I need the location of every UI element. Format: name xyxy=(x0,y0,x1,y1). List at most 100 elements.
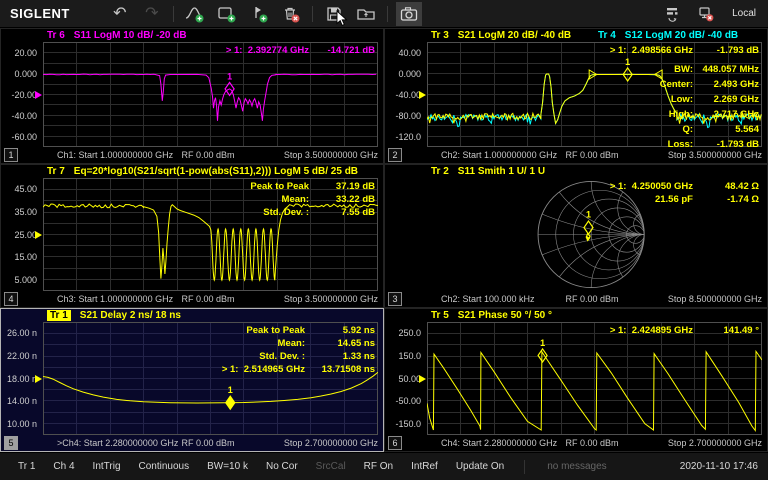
channel-footer: 3 Ch2: Start 100.000 kHz RF 0.00 dBm Sto… xyxy=(385,291,767,307)
y-tick-label: 18.00 n xyxy=(7,374,37,384)
recall-folder-icon xyxy=(356,5,376,23)
add-window-button[interactable] xyxy=(214,2,240,26)
marker-1[interactable] xyxy=(538,349,547,362)
y-tick-label: 35.00 xyxy=(14,207,37,217)
window-3-titlebar: Tr 2S11 Smith 1 U/ 1 U xyxy=(385,165,767,178)
window-5-active[interactable]: Tr 1S21 Delay 2 ns/ 18 ns 26.00 n22.00 n… xyxy=(0,308,384,452)
redo-icon: ↷ xyxy=(145,6,158,22)
y-tick-label: 26.00 n xyxy=(7,328,37,338)
window-4[interactable]: Tr 7Eq=20*log10(S21/sqrt(1-pow(abs(S11),… xyxy=(0,164,384,308)
marker-readout: > 1: 4.250050 GHz48.42 Ω 21.56 pF-1.74 Ω xyxy=(610,180,759,206)
marker-freq: > 1: 2.392774 GHz xyxy=(226,44,309,57)
window-number[interactable]: 3 xyxy=(388,292,402,306)
reference-level-marker xyxy=(35,231,42,239)
window-5-titlebar: Tr 1S21 Delay 2 ns/ 18 ns xyxy=(1,309,383,322)
plot-area[interactable]: 1 xyxy=(427,322,762,435)
window-6[interactable]: Tr 5S21 Phase 50 °/ 50 ° 250.0 150.0 50.00… xyxy=(384,308,768,452)
window-1[interactable]: Tr 6S11 LogM 10 dB/ -20 dB 20.000.000-20… xyxy=(0,28,384,164)
add-trace-button[interactable] xyxy=(182,2,208,26)
trace-title-tr1[interactable]: Tr 1S21 Delay 2 ns/ 18 ns xyxy=(47,310,181,321)
window-number[interactable]: 4 xyxy=(4,292,18,306)
y-axis-labels: 40.000.000-40.00-80.00-120.0 xyxy=(385,42,423,147)
status-update: Update On xyxy=(456,461,504,472)
window-number[interactable]: 2 xyxy=(388,148,402,162)
y-tick-label: 250.0 xyxy=(398,328,421,338)
window-layout-button[interactable] xyxy=(661,2,687,26)
window-2[interactable]: Tr 3S21 LogM 20 dB/ -40 dB Tr 4S12 LogM … xyxy=(384,28,768,164)
channel-footer: 5 >Ch4: Start 2.280000000 GHz RF 0.00 dB… xyxy=(1,435,383,451)
y-axis-labels: 45.0035.0025.0015.005.000 xyxy=(1,178,39,291)
trace-title-tr6[interactable]: Tr 6S11 LogM 10 dB/ -20 dB xyxy=(47,30,187,41)
y-tick-label: 5.000 xyxy=(14,275,37,285)
window-number[interactable]: 5 xyxy=(4,436,18,450)
add-trace-icon xyxy=(185,4,205,24)
channel-start: Ch2: Start 100.000 kHz xyxy=(441,294,535,304)
window-number[interactable]: 6 xyxy=(388,436,402,450)
redo-button[interactable]: ↷ xyxy=(139,2,165,26)
reference-level-marker xyxy=(419,375,426,383)
marker-freq: > 1: 2.498566 GHz xyxy=(610,44,693,57)
channel-footer: 6 Ch4: Start 2.280000000 GHz RF 0.00 dBm… xyxy=(385,435,767,451)
status-bar: Tr 1 Ch 4 IntTrig Continuous BW=10 k No … xyxy=(0,452,768,480)
y-tick-label: -50.00 xyxy=(395,396,421,406)
channel-footer: 1 Ch1: Start 1.000000000 GHz RF 0.00 dBm… xyxy=(1,147,383,163)
y-tick-label: 0.000 xyxy=(398,69,421,79)
channel-stop: Stop 8.500000000 GHz xyxy=(668,294,762,304)
reference-level-marker xyxy=(35,91,42,99)
recall-button[interactable] xyxy=(353,2,379,26)
trace-title-tr7[interactable]: Tr 7Eq=20*log10(S21/sqrt(1-pow(abs(S11),… xyxy=(47,166,358,177)
trace-title-tr2[interactable]: Tr 2S11 Smith 1 U/ 1 U xyxy=(431,166,545,177)
y-tick-label: 0.000 xyxy=(14,69,37,79)
bandwidth-search-results: BW:448.057 MHz Center:2.493 GHz Low:2.26… xyxy=(610,62,759,152)
screenshot-button[interactable] xyxy=(396,2,422,26)
add-window-icon xyxy=(217,4,237,24)
y-tick-label: 10.00 n xyxy=(7,419,37,429)
reference-level-marker xyxy=(419,91,426,99)
window-1-titlebar: Tr 6S11 LogM 10 dB/ -20 dB xyxy=(1,29,383,42)
channel-start: >Ch4: Start 2.280000000 GHz xyxy=(57,438,178,448)
marker-1[interactable] xyxy=(226,396,235,409)
channel-footer: 4 Ch3: Start 1.000000000 GHz RF 0.00 dBm… xyxy=(1,291,383,307)
status-datetime: 2020-11-10 17:46 xyxy=(680,461,758,472)
channel-stop: Stop 3.500000000 GHz xyxy=(284,294,378,304)
window-number[interactable]: 1 xyxy=(4,148,18,162)
y-tick-label: 45.00 xyxy=(14,184,37,194)
network-disconnected-icon xyxy=(696,4,716,24)
y-tick-label: 14.00 n xyxy=(7,396,37,406)
display-area: Tr 6S11 LogM 10 dB/ -20 dB 20.000.000-20… xyxy=(0,28,768,452)
delete-button[interactable] xyxy=(278,2,304,26)
trace-title-tr5[interactable]: Tr 5S21 Phase 50 °/ 50 ° xyxy=(431,310,552,321)
marker-readout: > 1: 2.392774 GHz-14.721 dB xyxy=(226,44,375,57)
marker-readout: > 1: 2.424895 GHz141.49 ° xyxy=(610,324,759,337)
network-status-button[interactable] xyxy=(693,2,719,26)
toolbar-separator xyxy=(173,6,174,22)
trace-title-tr4[interactable]: Tr 4S12 LogM 20 dB/ -40 dB xyxy=(598,30,738,41)
local-mode-label[interactable]: Local xyxy=(732,8,756,19)
y-tick-label: 50.00 xyxy=(398,374,421,384)
undo-button[interactable]: ↶ xyxy=(107,2,133,26)
window-2-titlebar: Tr 3S21 LogM 20 dB/ -40 dB Tr 4S12 LogM … xyxy=(385,29,767,42)
channel-stop: Stop 3.500000000 GHz xyxy=(284,150,378,160)
channel-start: Ch1: Start 1.000000000 GHz xyxy=(57,150,173,160)
toolbar-separator xyxy=(387,6,388,22)
add-marker-button[interactable] xyxy=(246,2,272,26)
rf-power: RF 0.00 dBm xyxy=(565,294,618,304)
plot-area[interactable]: 1 xyxy=(43,42,378,147)
save-button[interactable] xyxy=(321,2,347,26)
window-6-titlebar: Tr 5S21 Phase 50 °/ 50 ° xyxy=(385,309,767,322)
trace-title-tr3[interactable]: Tr 3S21 LogM 20 dB/ -40 dB xyxy=(431,30,571,41)
window-3[interactable]: Tr 2S11 Smith 1 U/ 1 U 1 > 1: 4.250050 G… xyxy=(384,164,768,308)
y-tick-label: 150.0 xyxy=(398,351,421,361)
status-srccal: SrcCal xyxy=(316,461,346,472)
channel-stop: Stop 2.700000000 GHz xyxy=(284,438,378,448)
status-active-trace: Tr 1 xyxy=(18,461,35,472)
rf-power: RF 0.00 dBm xyxy=(181,150,234,160)
svg-text:1: 1 xyxy=(227,71,232,81)
y-tick-label: -20.00 xyxy=(11,90,37,100)
y-tick-label: -40.00 xyxy=(395,90,421,100)
rf-power: RF 0.00 dBm xyxy=(565,438,618,448)
marker-value: -14.721 dB xyxy=(309,44,375,57)
y-tick-label: -60.00 xyxy=(11,132,37,142)
vna-screen: SIGLENT ↶ ↷ xyxy=(0,0,768,480)
status-sweep-mode: Continuous xyxy=(139,461,190,472)
